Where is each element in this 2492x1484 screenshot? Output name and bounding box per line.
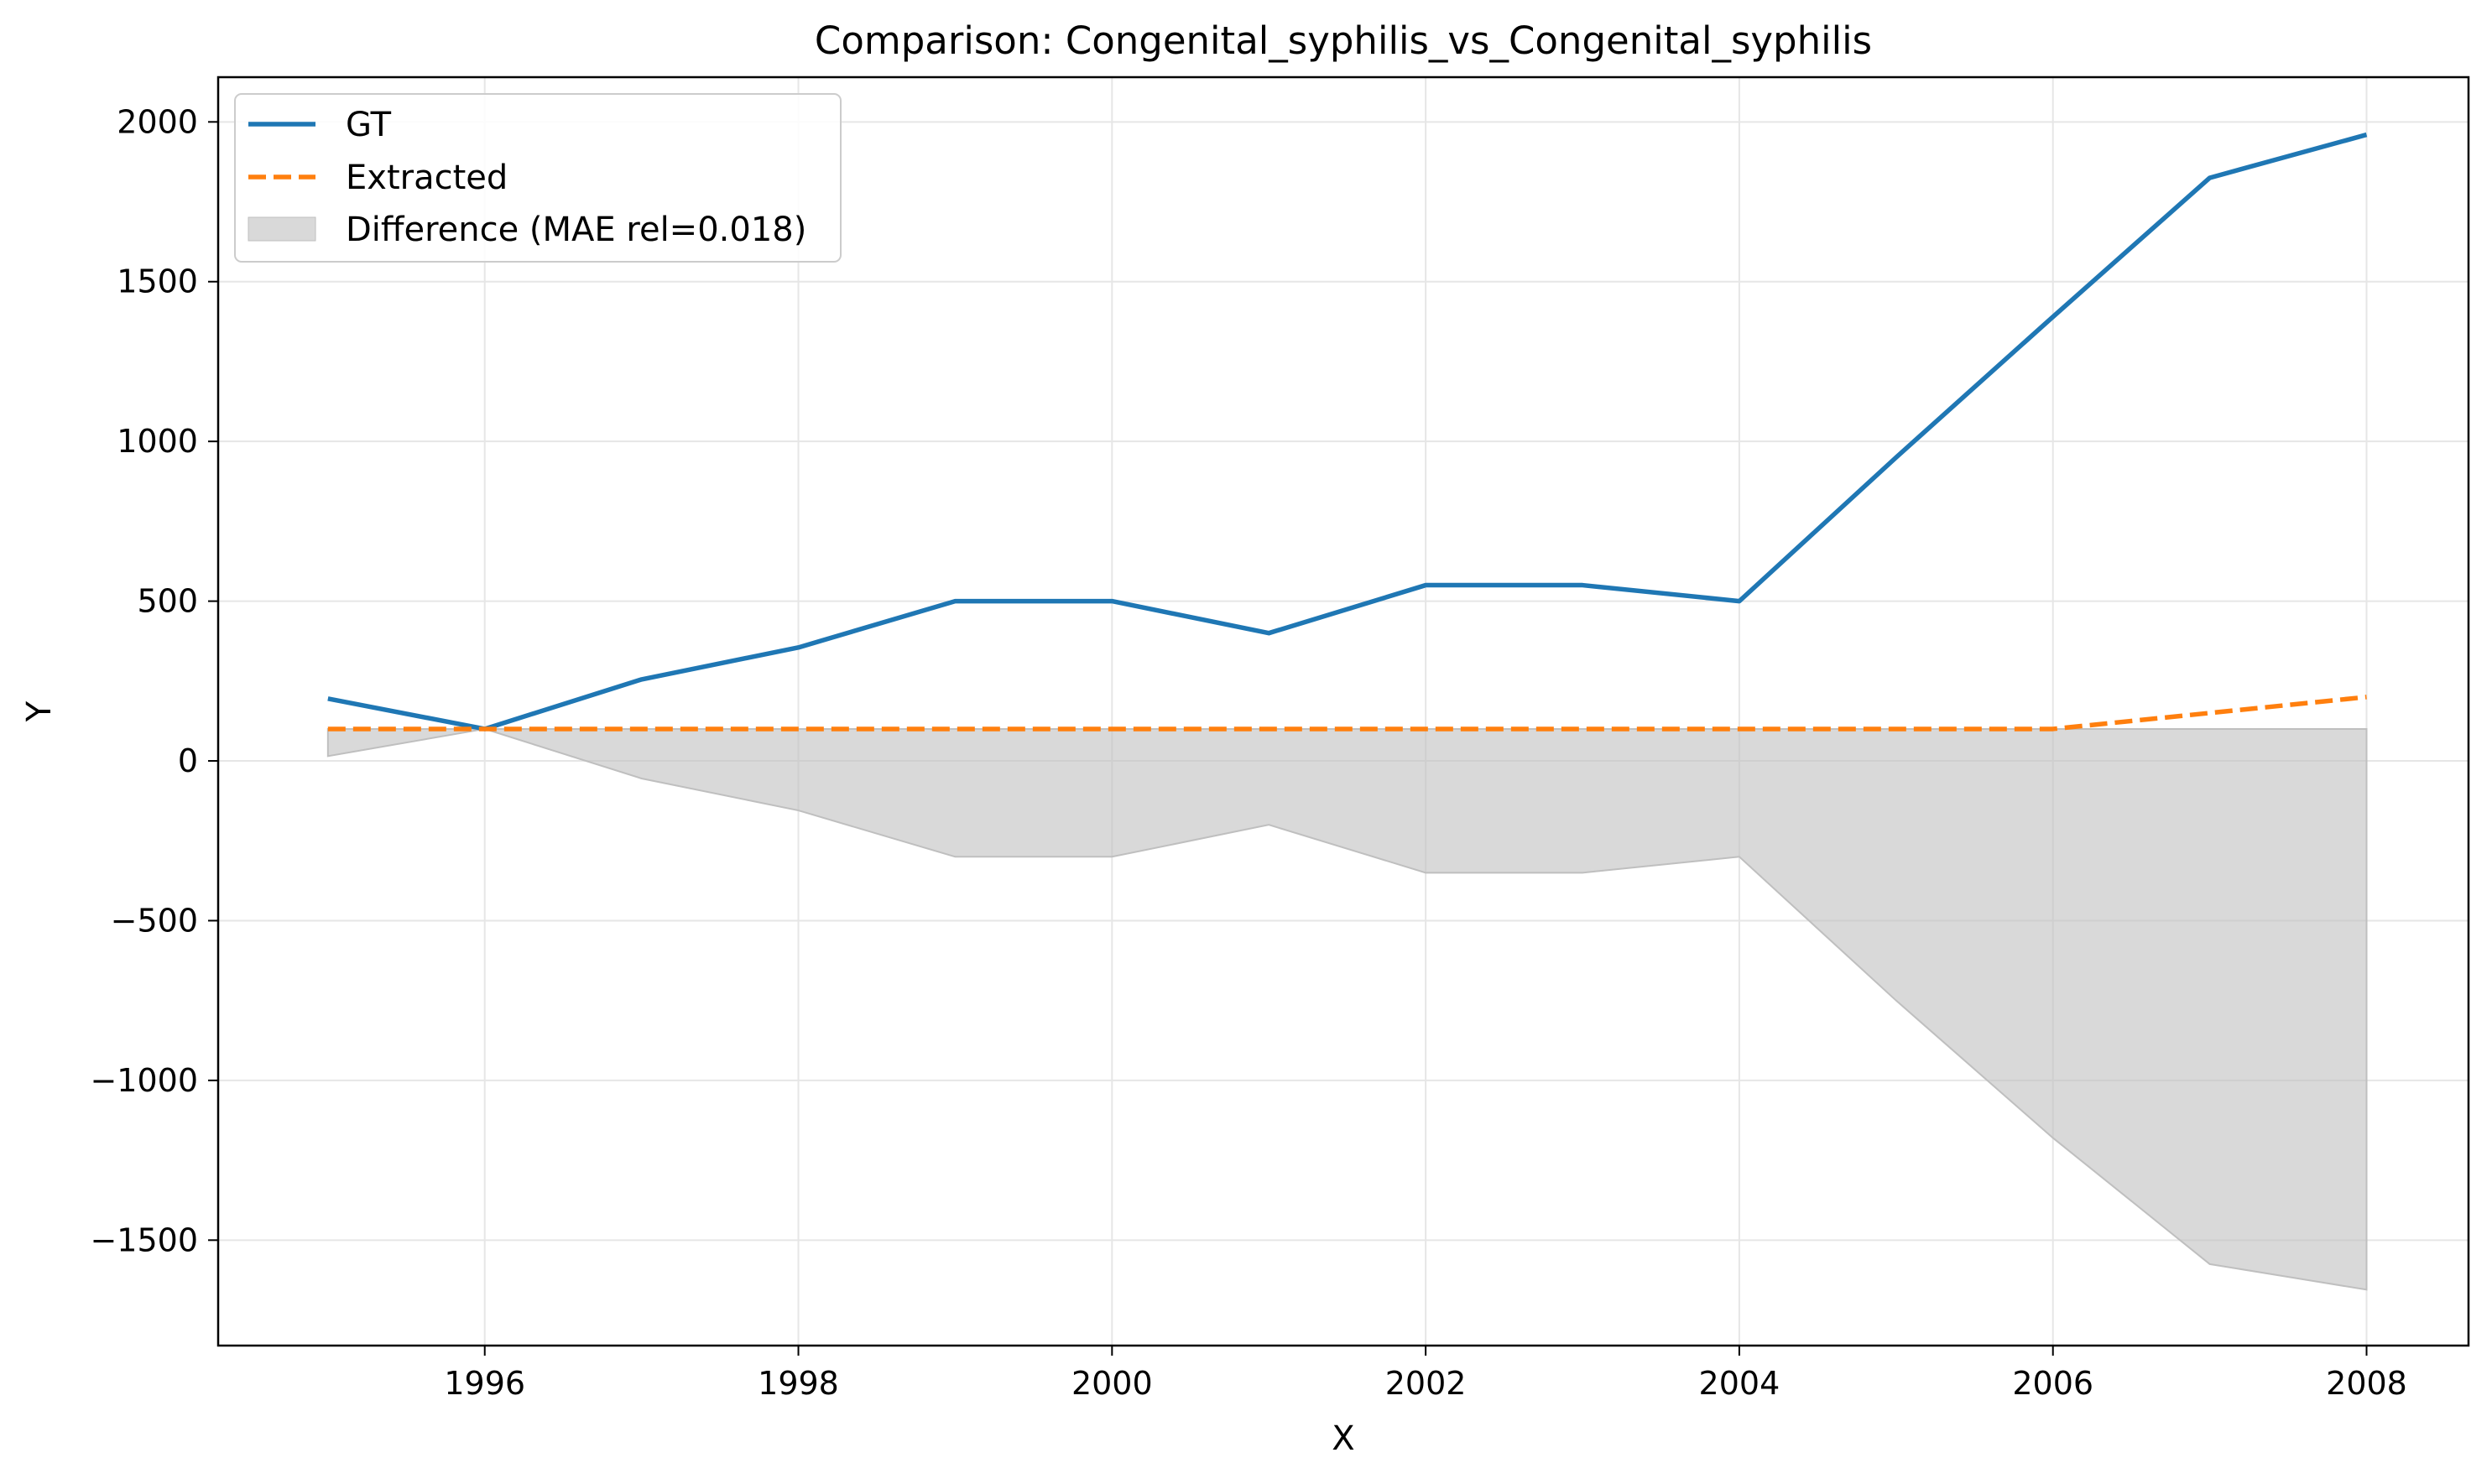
- x-axis-label: X: [1332, 1419, 1354, 1458]
- legend-gt-label: GT: [346, 106, 392, 144]
- series-layer: [327, 132, 2368, 732]
- gt-series-line: [327, 132, 2368, 732]
- y-tick-label: 2000: [117, 103, 198, 140]
- legend-extracted-label: Extracted: [346, 159, 508, 197]
- legend-difference-swatch: [248, 216, 316, 242]
- x-tick-label: 2004: [1699, 1365, 1780, 1402]
- legend-box: [234, 93, 842, 263]
- legend-difference-label: Difference (MAE rel=0.018): [346, 211, 806, 249]
- chart-title: Comparison: Congenital_syphilis_vs_Conge…: [815, 18, 1872, 63]
- y-tick-label: 1000: [117, 423, 198, 460]
- x-tick-label: 2008: [2326, 1365, 2407, 1402]
- y-axis-label: Y: [20, 700, 59, 722]
- x-tick-label: 2000: [1071, 1365, 1153, 1402]
- x-tick-label: 1998: [758, 1365, 839, 1402]
- x-tick-label: 2002: [1385, 1365, 1467, 1402]
- y-tick-label: −1500: [90, 1221, 198, 1258]
- y-tick-label: 0: [178, 742, 198, 779]
- y-tick-label: 1500: [117, 263, 198, 300]
- y-tick-label: 500: [137, 583, 198, 620]
- legend: GT Extracted Difference (MAE rel=0.018): [234, 93, 842, 263]
- plot-frame: [216, 76, 2470, 1347]
- y-tick-label: −500: [111, 902, 198, 939]
- extracted-series-line: [327, 695, 2367, 732]
- axis-ticks: 1996 1998 2000 2002 2004 2006 2008 2000 1500 1000…: [90, 103, 2406, 1402]
- x-tick-label: 2006: [2012, 1365, 2093, 1402]
- x-tick-label: 1996: [444, 1365, 525, 1402]
- y-tick-label: −1000: [90, 1062, 198, 1099]
